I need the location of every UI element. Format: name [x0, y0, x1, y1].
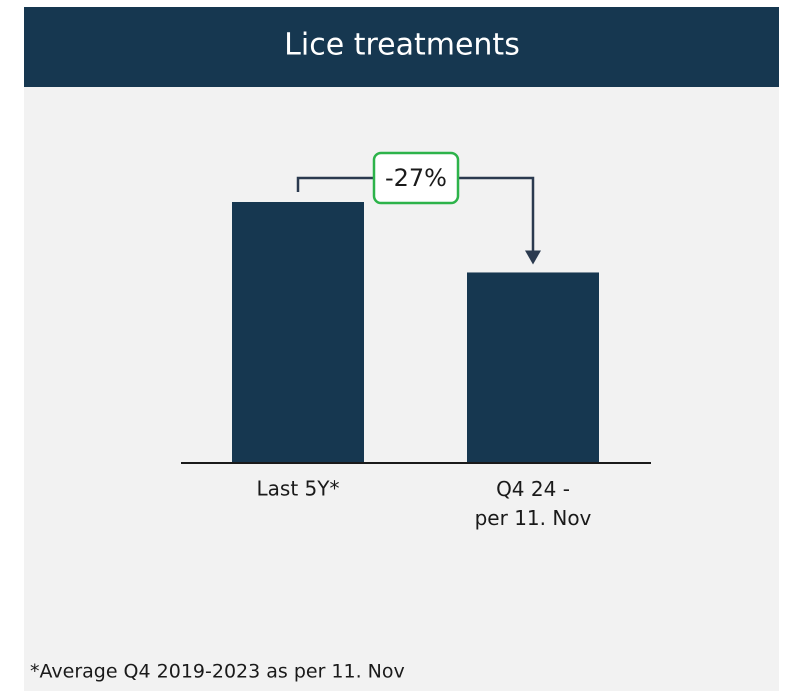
bar [232, 202, 364, 463]
annotation-box [372, 151, 460, 205]
arrow-head [525, 250, 541, 265]
annotation: -27% [385, 164, 447, 192]
header [24, 7, 779, 87]
x-tick-label: Q4 24 -per 11. Nov [475, 477, 592, 530]
bar [467, 272, 599, 463]
footnote: *Average Q4 2019-2023 as per 11. Nov [30, 661, 405, 683]
chart-title: Lice treatments [284, 28, 520, 63]
x-tick-label: Last 5Y* [257, 477, 340, 501]
